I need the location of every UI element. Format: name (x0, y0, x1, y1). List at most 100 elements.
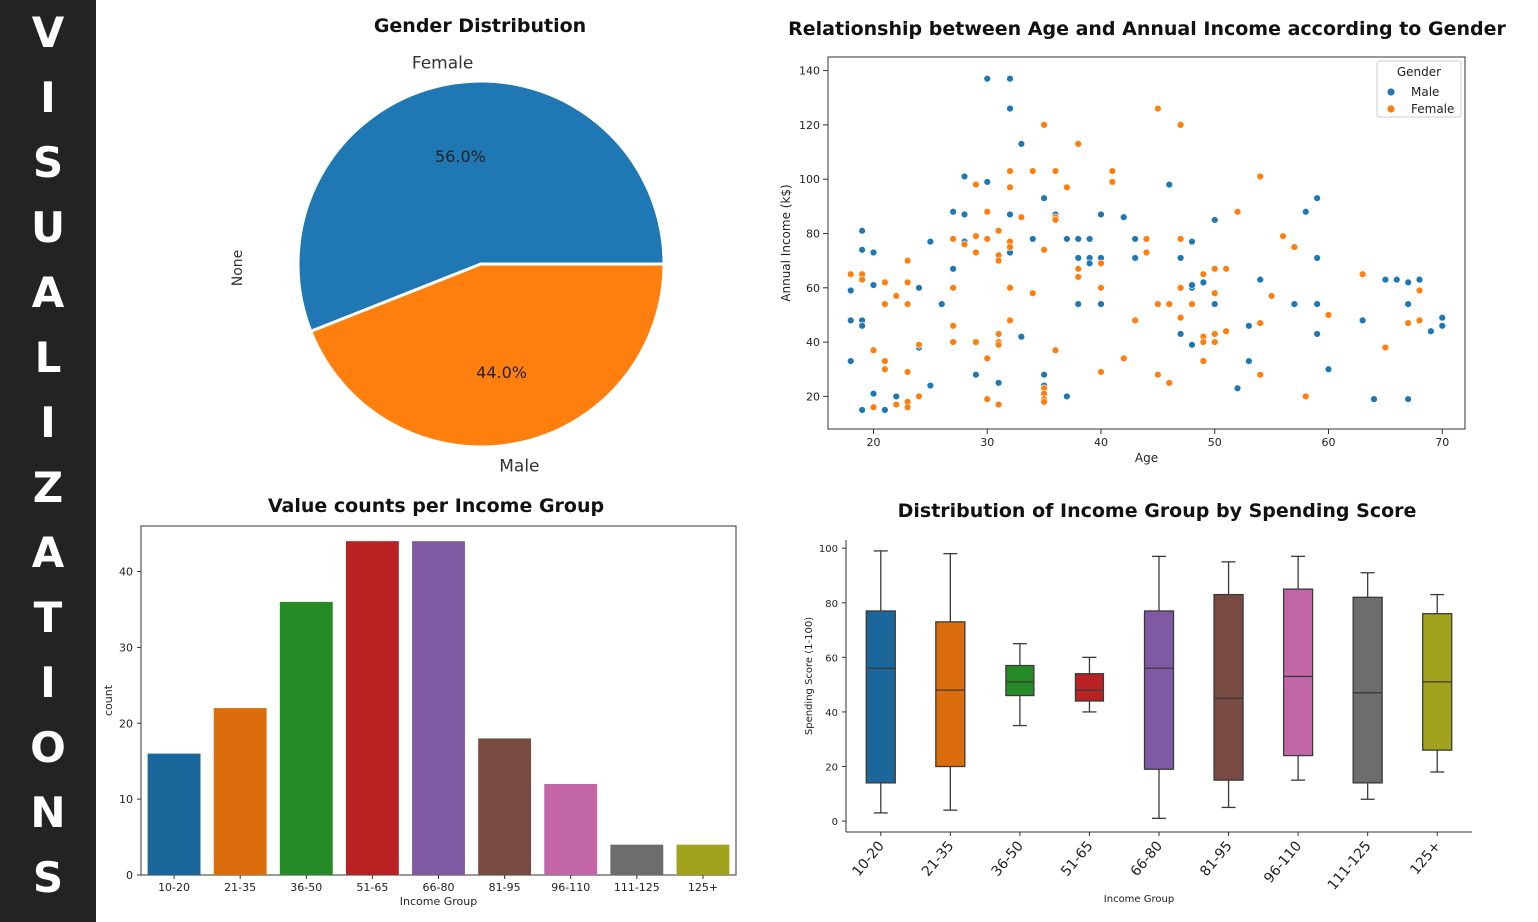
scatter-point-male (1063, 235, 1071, 243)
scatter-ytick-label: 80 (806, 227, 820, 240)
scatter-point-female (881, 278, 889, 287)
scatter-point-female (1097, 284, 1105, 292)
bar-xtick-label: 96-110 (551, 881, 590, 894)
scatter-ytick-label: 120 (799, 119, 820, 132)
scatter-point-female (915, 392, 923, 401)
scatter-legend-marker (1387, 88, 1395, 96)
scatter-point-female (1040, 246, 1048, 254)
scatter-point-male (1256, 275, 1264, 284)
sidebar-letter: V (31, 8, 65, 57)
scatter-point-female (1381, 343, 1390, 352)
scatter-point-male (892, 392, 900, 401)
scatter-xtick-label: 20 (867, 436, 881, 449)
scatter-point-male (949, 265, 957, 273)
scatter-plot-area (827, 56, 1466, 430)
scatter-point-male (1245, 322, 1253, 330)
pie-pct-label: 44.0% (476, 363, 527, 382)
scatter-ytick-label: 100 (799, 173, 820, 186)
scatter-xtick-label: 70 (1435, 436, 1449, 449)
scatter-point-male (1074, 254, 1082, 262)
scatter-point-male (1233, 384, 1242, 392)
sidebar-letter: O (30, 723, 66, 772)
scatter-legend (1376, 60, 1462, 118)
bar-ytick-label: 30 (119, 641, 133, 654)
scatter-point-male (1302, 208, 1310, 216)
pie-slice-female (296, 79, 666, 334)
box-10-20 (865, 610, 896, 784)
scatter-point-female (1040, 121, 1048, 129)
scatter-point-male (1404, 278, 1412, 287)
scatter-point-male (1040, 194, 1048, 202)
bar-xtick-label: 111-125 (614, 881, 660, 894)
scatter-point-male (1324, 365, 1333, 373)
bar-xtick-label: 66-80 (423, 881, 455, 894)
scatter-point-female (972, 248, 980, 257)
scatter-point-male (869, 248, 878, 257)
scatter-point-male (1017, 140, 1026, 148)
scatter-point-female (1222, 327, 1230, 335)
box-81-95 (1213, 593, 1244, 781)
bar-66-80 (412, 541, 465, 875)
pie-title: Gender Distribution (373, 15, 587, 37)
sidebar-letter: Z (32, 463, 64, 512)
scatter-point-male (1188, 341, 1196, 349)
scatter-point-female (1404, 319, 1412, 327)
scatter-point-female (881, 357, 889, 365)
scatter-point-female (1029, 167, 1037, 175)
scatter-point-female (1006, 316, 1014, 325)
scatter-point-male (1006, 210, 1014, 219)
scatter-point-female (1017, 213, 1026, 221)
scatter-point-female (1165, 379, 1173, 387)
scatter-point-male (1074, 235, 1082, 243)
scatter-point-female (1256, 370, 1264, 379)
scatter-point-male (1176, 330, 1185, 338)
scatter-point-female (994, 227, 1003, 235)
scatter-point-female (1176, 121, 1185, 129)
scatter-xlabel: Age (1135, 451, 1158, 465)
scatter-point-male (1381, 275, 1390, 284)
scatter-point-female (892, 292, 900, 300)
sidebar-letter: L (34, 333, 62, 382)
bar-ylabel: count (102, 684, 115, 716)
sidebar-letter: U (30, 203, 66, 252)
scatter-point-female (847, 270, 855, 278)
scatter-xtick-label: 50 (1208, 436, 1222, 449)
scatter-point-female (1051, 167, 1060, 175)
scatter-point-female (1165, 300, 1173, 308)
box-ytick-label: 60 (825, 653, 838, 664)
scatter-point-female (881, 300, 889, 308)
scatter-point-female (1415, 286, 1424, 295)
scatter-point-female (949, 338, 957, 346)
scatter-point-female (1154, 104, 1162, 113)
scatter-point-male (858, 227, 866, 235)
bar-51-65 (345, 541, 399, 875)
sidebar-letter: S (32, 853, 64, 902)
scatter-point-female (1211, 338, 1219, 346)
scatter-point-female (1176, 284, 1185, 292)
scatter-point-female (994, 341, 1003, 349)
scatter-point-female (1279, 232, 1287, 240)
box-ytick-label: 40 (825, 708, 838, 719)
scatter-point-male (1313, 330, 1321, 338)
scatter-point-female (1074, 273, 1082, 281)
box-36-50 (1005, 664, 1035, 697)
scatter-point-male (1097, 210, 1105, 219)
scatter-chart: 20 30 40 50 60 70 20 40 60 80 100 120 140 Age Annual I… (779, 56, 1466, 465)
scatter-point-male (1313, 194, 1321, 202)
scatter-point-male (847, 286, 855, 295)
scatter-point-female (903, 368, 912, 376)
bar-ytick-label: 10 (119, 793, 133, 806)
scatter-point-female (1176, 235, 1185, 243)
scatter-point-female (983, 354, 991, 363)
sidebar-letter: A (31, 268, 65, 317)
scatter-point-female (1154, 370, 1162, 379)
scatter-point-male (960, 172, 969, 181)
scatter-point-female (1051, 346, 1060, 354)
sidebar-letter: T (33, 593, 63, 642)
scatter-point-female (1188, 300, 1196, 308)
bar-81-95 (478, 738, 532, 875)
box-xtick-label: 10-20 (849, 838, 887, 879)
bar-10-20 (147, 753, 201, 875)
box-111-125 (1352, 596, 1383, 784)
